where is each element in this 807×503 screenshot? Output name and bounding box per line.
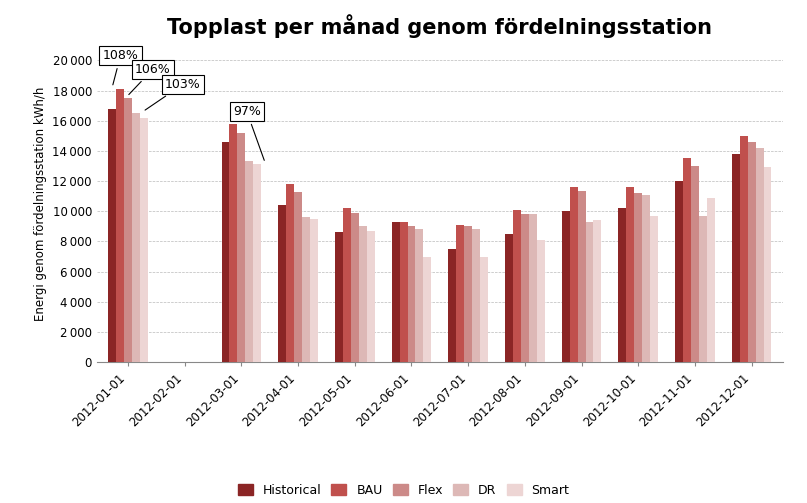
Bar — [278, 205, 286, 362]
Bar — [691, 166, 699, 362]
Bar — [464, 226, 472, 362]
Bar — [562, 211, 570, 362]
Bar — [472, 229, 480, 362]
Bar — [424, 257, 431, 362]
Bar — [456, 225, 464, 362]
Bar — [399, 222, 408, 362]
Bar — [513, 210, 521, 362]
Bar — [675, 181, 683, 362]
Bar — [408, 226, 416, 362]
Bar — [335, 232, 343, 362]
Bar — [124, 98, 132, 362]
Bar — [570, 187, 578, 362]
Text: 106%: 106% — [129, 63, 170, 95]
Bar — [359, 226, 366, 362]
Bar — [732, 154, 740, 362]
Bar — [253, 164, 261, 362]
Text: 97%: 97% — [233, 105, 264, 160]
Bar — [626, 187, 634, 362]
Bar — [366, 231, 374, 362]
Bar — [618, 208, 626, 362]
Bar — [302, 217, 310, 362]
Bar — [229, 124, 237, 362]
Title: Topplast per månad genom fördelningsstation: Topplast per månad genom fördelningsstat… — [167, 14, 713, 38]
Bar — [505, 234, 513, 362]
Bar — [294, 192, 302, 362]
Bar — [480, 257, 488, 362]
Bar — [449, 249, 456, 362]
Bar — [642, 195, 650, 362]
Bar — [578, 191, 586, 362]
Legend: Historical, BAU, Flex, DR, Smart: Historical, BAU, Flex, DR, Smart — [232, 479, 575, 502]
Bar — [116, 89, 124, 362]
Bar — [140, 118, 148, 362]
Bar — [237, 133, 245, 362]
Bar — [416, 229, 424, 362]
Bar — [763, 167, 771, 362]
Y-axis label: Energi genom fördelningsstation kWh/h: Energi genom fördelningsstation kWh/h — [34, 87, 47, 321]
Bar — [391, 222, 399, 362]
Text: 108%: 108% — [102, 49, 138, 85]
Bar — [747, 142, 755, 362]
Bar — [351, 213, 359, 362]
Bar — [593, 220, 601, 362]
Bar — [707, 198, 715, 362]
Bar — [310, 219, 318, 362]
Bar — [343, 208, 351, 362]
Bar — [537, 240, 545, 362]
Bar — [245, 161, 253, 362]
Bar — [740, 136, 747, 362]
Bar — [529, 214, 537, 362]
Bar — [755, 148, 763, 362]
Text: 103%: 103% — [145, 78, 201, 110]
Bar — [132, 113, 140, 362]
Bar — [286, 184, 294, 362]
Bar — [699, 216, 707, 362]
Bar — [521, 214, 529, 362]
Bar — [222, 142, 229, 362]
Bar — [683, 158, 691, 362]
Bar — [586, 222, 593, 362]
Bar — [108, 109, 116, 362]
Bar — [650, 216, 658, 362]
Bar — [634, 193, 642, 362]
